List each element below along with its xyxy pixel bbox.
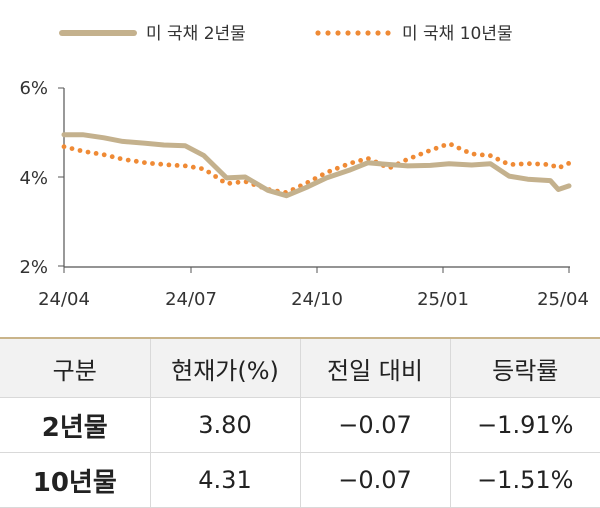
series-10y-dot: [418, 151, 424, 157]
x-tick-label: 25/01: [417, 289, 469, 310]
series-10y-dot: [566, 161, 571, 166]
series-10y-dot: [433, 145, 439, 151]
series-10y-dot: [69, 146, 75, 152]
legend-dot: [365, 30, 371, 36]
series-10y-dot: [133, 158, 139, 164]
series-10y-dot: [471, 151, 477, 157]
header-category: 구분: [0, 337, 151, 398]
legend-label-2y: 미 국채 2년물: [146, 24, 246, 44]
series-10y-dot: [77, 148, 83, 153]
series-10y-dot: [488, 153, 493, 159]
legend-dot: [385, 30, 391, 36]
series-10y-dot: [199, 166, 204, 172]
series-10y-dot: [109, 154, 115, 160]
series-10y-dot: [495, 156, 501, 162]
series-10y-dot: [366, 156, 371, 162]
series-10y-dot: [449, 142, 454, 148]
series-10y-dot: [502, 160, 508, 166]
series-10y-dot: [150, 161, 155, 166]
series-10y-dot: [510, 162, 516, 167]
series-10y-dot: [166, 162, 172, 168]
series-10y-dot: [213, 174, 219, 179]
table-header-row: 구분 현재가(%) 전일 대비 등락률: [0, 337, 600, 398]
y-axis: 6% 4% 2%: [19, 78, 64, 278]
series-10y: [61, 142, 571, 195]
y-tick-label: 6%: [19, 78, 48, 99]
x-tick-label: 24/07: [165, 289, 217, 310]
series-10y-dot: [403, 157, 408, 163]
legend-swatch-10y: [315, 30, 391, 36]
series-layer: [61, 132, 572, 199]
series-10y-dot: [518, 161, 524, 167]
series-10y-dot: [527, 161, 532, 167]
series-10y-dot: [312, 176, 318, 182]
series-10y-dot: [558, 164, 564, 170]
series-10y-dot: [220, 178, 225, 184]
change-rate-cell: −1.91%: [450, 397, 600, 453]
current-price-cell: 4.31: [150, 452, 301, 508]
day-change-cell: −0.07: [300, 397, 451, 453]
series-10y-dot: [93, 151, 99, 156]
header-day-change: 전일 대비: [300, 337, 451, 398]
series-10y-dot: [174, 163, 180, 168]
series-10y-dot: [206, 169, 212, 175]
legend-dot: [375, 30, 381, 36]
series-10y-dot: [479, 152, 485, 158]
series-10y-dot: [182, 163, 188, 169]
x-tick-label: 24/04: [38, 289, 90, 310]
current-price-cell: 3.80: [150, 397, 301, 453]
x-tick-label: 25/04: [537, 289, 589, 310]
y-tick-label: 4%: [19, 168, 48, 189]
series-10y-dot: [142, 160, 147, 166]
x-tick-label: 24/10: [291, 289, 343, 310]
row-label: 10년물: [0, 452, 151, 508]
legend-dot: [335, 30, 341, 36]
header-current-price: 현재가(%): [150, 337, 301, 398]
series-10y-dot: [235, 179, 241, 185]
series-10y-dot: [85, 149, 91, 155]
row-label: 2년물: [0, 397, 151, 453]
y-tick-label: 2%: [19, 257, 48, 278]
legend-dot: [325, 30, 331, 36]
legend-dot: [355, 30, 361, 36]
series-10y-dot: [543, 162, 549, 167]
series-10y-dot: [410, 154, 416, 160]
series-2y-line: [61, 132, 572, 199]
series-10y-dot: [334, 165, 340, 171]
series-10y-dot: [535, 161, 540, 167]
series-10y-dot: [125, 157, 131, 163]
series-10y-dot: [158, 161, 164, 167]
change-rate-cell: −1.51%: [450, 452, 600, 508]
series-10y-dot: [101, 152, 107, 158]
series-10y-dot: [190, 164, 196, 170]
legend-dot: [345, 30, 351, 36]
table-row: 2년물 3.80 −0.07 −1.91%: [0, 397, 600, 453]
series-10y-dot: [551, 163, 557, 169]
series-10y-dot: [61, 144, 67, 150]
yield-summary-table: 구분 현재가(%) 전일 대비 등락률 2년물 3.80 −0.07 −1.91…: [0, 337, 600, 508]
series-10y-dot: [342, 162, 348, 168]
legend-label-10y: 미 국채 10년물: [402, 24, 513, 44]
series-10y-dot: [464, 149, 469, 154]
series-10y-dot: [358, 158, 363, 163]
legend-dot: [315, 30, 321, 36]
series-10y-dot: [456, 145, 462, 151]
series-10y-dot: [327, 168, 333, 174]
series-10y-dot: [426, 148, 431, 154]
header-change-rate: 등락률: [450, 337, 600, 398]
legend: 미 국채 2년물 미 국채 10년물: [59, 24, 513, 44]
x-axis: 24/04 24/07 24/10 25/01 25/04: [38, 267, 589, 310]
day-change-cell: −0.07: [300, 452, 451, 508]
table-row: 10년물 4.31 −0.07 −1.51%: [0, 452, 600, 508]
series-10y-dot: [441, 143, 447, 148]
series-10y-dot: [227, 180, 233, 186]
series-10y-dot: [350, 160, 356, 166]
series-10y-dot: [117, 156, 123, 162]
series-10y-dot: [319, 172, 325, 178]
treasury-yield-chart: 미 국채 2년물 미 국채 10년물 6% 4% 2% 24/04 24/07 …: [19, 24, 589, 310]
